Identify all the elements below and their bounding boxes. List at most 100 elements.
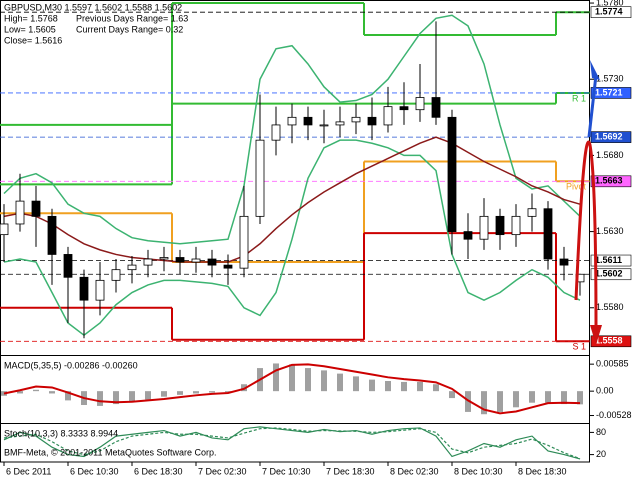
info-text: Current Days Range= 0.32 (76, 24, 183, 34)
y-tick-label: 1.5730 (596, 74, 624, 84)
price-tag-label: 1.5602 (595, 269, 623, 279)
price-tag-label: 1.5663 (595, 176, 623, 186)
macd-bar (545, 391, 551, 403)
macd-bar (513, 391, 519, 408)
candle-body (15, 200, 25, 225)
candle-body (175, 257, 185, 263)
price-tag (590, 87, 632, 99)
candle-body (223, 264, 233, 269)
candle-body (127, 264, 137, 271)
macd-bar (337, 373, 343, 392)
y-tick-label: 20 (596, 449, 606, 459)
chart-layer: 1.5780 1.5730 1.5680 1.5630 1.5580 R 1 Pivot S … (0, 0, 632, 476)
price-tag-label: 1.5558 (595, 336, 623, 346)
candle-body (367, 116, 377, 126)
candle-body (559, 258, 569, 266)
candle-body (335, 121, 345, 126)
macd-bar (529, 391, 535, 403)
macd-bar (225, 391, 231, 393)
candle-body (47, 215, 57, 255)
info-text: Previous Days Range= 1.63 (76, 13, 188, 23)
macd-bar (273, 363, 279, 392)
macd-bar (369, 379, 375, 392)
x-tick-label: 6 Dec 18:30 (134, 466, 183, 476)
info-text: Low= 1.5605 (4, 24, 56, 34)
candle-body (191, 258, 201, 263)
pivot-label: S 1 (572, 342, 586, 352)
candle-body (431, 97, 441, 118)
info-text: High= 1.5768 (4, 13, 58, 23)
price-tag (590, 131, 632, 143)
y-tick-label: 80 (596, 427, 606, 437)
macd-bar (577, 391, 583, 405)
arrow-head (590, 60, 600, 80)
macd-bar (305, 368, 311, 392)
macd-bar (17, 391, 23, 394)
candle-body (239, 215, 249, 269)
price-tag (590, 175, 632, 188)
candle-body (527, 208, 537, 217)
x-tick-label: 7 Dec 02:30 (198, 466, 247, 476)
candle-body (479, 215, 489, 240)
x-tick-label: 8 Dec 18:30 (518, 466, 567, 476)
candle-body (319, 124, 329, 127)
macd-bar (177, 391, 183, 395)
price-tag-label: 1.5721 (595, 87, 623, 97)
price-tag (590, 254, 632, 267)
macd-bar (193, 391, 199, 394)
macd-bar (65, 391, 71, 401)
candle-body (399, 106, 409, 111)
macd-bar (497, 391, 503, 412)
panel-title: MACD(5,35,5) -0.00286 -0.00260 (4, 360, 138, 370)
candle-body (111, 269, 121, 281)
indicator-line (3, 139, 581, 337)
price-tag (590, 6, 632, 18)
candle-body (447, 116, 457, 232)
price-tag-label: 1.5774 (595, 7, 623, 17)
info-text: Close= 1.5616 (4, 35, 62, 45)
macd-bar (353, 376, 359, 392)
x-tick-label: 6 Dec 10:30 (70, 466, 119, 476)
indicator-line (3, 136, 581, 263)
macd-bar (209, 391, 215, 393)
y-tick-label: 1.5680 (596, 150, 624, 160)
candle-body (79, 276, 89, 301)
macd-bar (33, 389, 39, 392)
price-tag (590, 268, 632, 281)
macd-bar (97, 391, 103, 406)
x-tick-label: 8 Dec 10:30 (454, 466, 503, 476)
candle-body (31, 200, 41, 217)
macd-bar (561, 391, 567, 405)
chart-title: GBPUSD,M30 1.5597 1.5602 1.5588 1.5602 (4, 2, 182, 12)
price-tag-label: 1.5692 (595, 131, 623, 141)
candle-body (287, 116, 297, 126)
candle-body (495, 215, 505, 236)
y-tick-label: 1.5780 (596, 0, 624, 7)
candle-body (415, 97, 425, 111)
macd-bar (161, 391, 167, 397)
x-tick-label: 8 Dec 02:30 (390, 466, 439, 476)
copyright: BMF-Meta, © 2001-2011 MetaQuotes Softwar… (4, 447, 217, 457)
macd-bar (401, 381, 407, 392)
forecast-arrow-down (574, 140, 598, 331)
price-tag-label: 1.5611 (595, 255, 622, 265)
y-tick-label: 1.5580 (596, 302, 624, 312)
pivot-label: R 1 (572, 93, 586, 103)
candle-body (0, 223, 9, 236)
macd-bar (385, 381, 391, 392)
macd-bar (481, 391, 487, 415)
candle-body (303, 116, 313, 126)
macd-bar (145, 391, 151, 400)
macd-bar (49, 391, 55, 394)
candle-body (543, 208, 553, 260)
stoch-line (3, 426, 581, 460)
candle-body (63, 254, 73, 278)
candle-body (207, 258, 217, 266)
arrow-head (590, 325, 602, 345)
macd-bar (433, 384, 439, 392)
stoch-line (3, 427, 581, 460)
forecast-arrow-up (587, 74, 598, 138)
candle-body (351, 116, 361, 123)
